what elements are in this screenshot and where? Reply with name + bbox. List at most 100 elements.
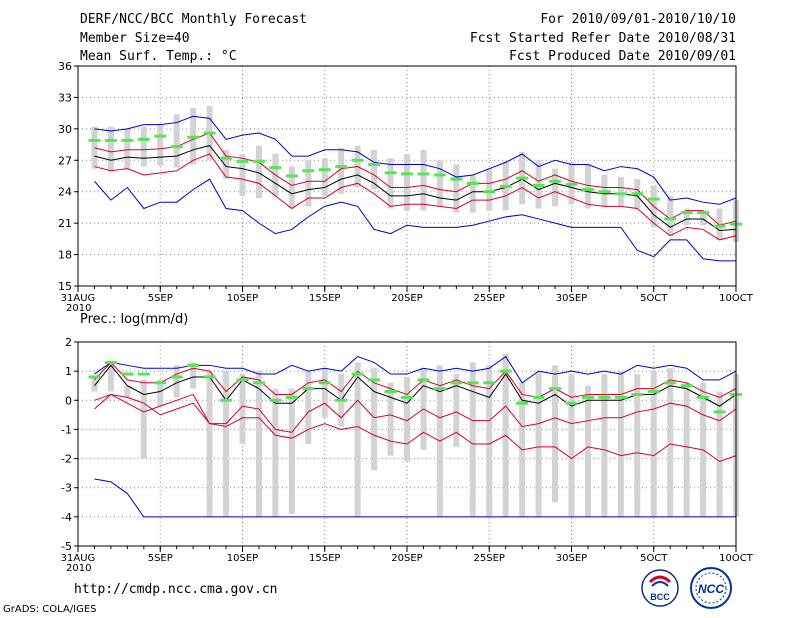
temp-box xyxy=(617,177,624,207)
temp-box xyxy=(305,160,312,207)
temp-box xyxy=(436,160,443,207)
temp-xtick-label: 31AUG xyxy=(61,293,96,304)
temp-ytick-label: 27 xyxy=(58,154,72,167)
prec-box xyxy=(634,374,641,517)
forecast-started-date: Fcst Started Refer Date 2010/08/31 xyxy=(469,31,736,46)
prec-ytick-label: -1 xyxy=(61,423,72,436)
prec-box xyxy=(206,371,213,517)
prec-xtick-label: 10OCT xyxy=(719,553,754,564)
prec-min-line xyxy=(94,478,736,518)
prec-box xyxy=(91,376,98,392)
temp-box xyxy=(387,158,394,209)
prec-xtick-year: 2010 xyxy=(66,563,91,574)
prec-box xyxy=(552,365,559,503)
temp-box xyxy=(667,195,674,236)
temp-box xyxy=(552,168,559,207)
prec-box xyxy=(371,368,378,471)
prec-ylabel: Prec.: log(mm/d) xyxy=(80,312,188,327)
prec-xtick-label: 5OCT xyxy=(640,553,668,564)
prec-xtick-label: 30SEP xyxy=(556,553,587,564)
prec-xtick-label: 25SEP xyxy=(474,553,505,564)
chart-title: DERF/NCC/BCC Monthly Forecast xyxy=(80,12,307,27)
temp-box xyxy=(420,149,427,211)
temp-box xyxy=(486,168,493,211)
prec-box xyxy=(568,374,575,517)
prec-xtick-label: 10SEP xyxy=(227,553,258,564)
prec-median-line xyxy=(94,364,737,407)
temp-upper-line xyxy=(94,132,737,226)
prec-box xyxy=(157,379,164,407)
forecast-period: For 2010/09/01-2010/10/10 xyxy=(540,12,736,27)
prec-box xyxy=(404,376,410,462)
prec-box xyxy=(650,371,657,517)
prec-box xyxy=(716,391,723,517)
prec-ytick-label: 0 xyxy=(65,394,72,407)
prec-box xyxy=(190,362,197,389)
temp-xtick-label: 20SEP xyxy=(391,293,422,304)
temp-box xyxy=(469,174,476,213)
prec-box xyxy=(140,379,147,459)
grads-credit: GrADS: COLA/IGES xyxy=(3,604,97,615)
temp-box xyxy=(321,158,328,196)
temp-ytick-label: 36 xyxy=(58,60,72,73)
temp-box xyxy=(716,208,723,240)
prec-max-line xyxy=(94,355,737,384)
temp-ytick-label: 21 xyxy=(58,217,72,230)
temp-ytick-label: 18 xyxy=(58,249,72,262)
temp-ytick-label: 15 xyxy=(58,280,72,293)
prec-lower-line xyxy=(94,393,737,433)
prec-box xyxy=(173,365,180,398)
prec-xtick-label: 5SEP xyxy=(148,553,173,564)
prec-low-line xyxy=(94,393,737,463)
temp-box xyxy=(124,128,131,169)
prec-box xyxy=(601,374,608,517)
prec-upper-line xyxy=(94,361,737,398)
prec-box xyxy=(255,371,262,517)
temp-box xyxy=(338,147,345,194)
prec-box xyxy=(469,362,476,517)
prec-ytick-label: -2 xyxy=(61,453,72,466)
temp-ytick-label: 24 xyxy=(58,186,72,199)
prec-box xyxy=(387,382,394,456)
temp-ytick-label: 30 xyxy=(58,123,72,136)
temp-box xyxy=(157,124,164,166)
prec-box xyxy=(667,368,674,517)
prec-box xyxy=(321,368,328,418)
temp-box xyxy=(700,210,707,226)
prec-ytick-label: -5 xyxy=(61,540,72,553)
temp-box xyxy=(239,154,246,196)
prec-ytick-label: 1 xyxy=(65,365,72,378)
temp-max-line xyxy=(94,115,737,205)
temp-xtick-label: 5OCT xyxy=(640,293,668,304)
temp-box xyxy=(288,166,295,209)
prec-box xyxy=(107,362,114,392)
prec-box xyxy=(305,371,312,444)
prec-box xyxy=(354,362,361,517)
variable-label: Mean Surf. Temp.: °C xyxy=(80,49,237,64)
source-url[interactable]: http://cmdp.ncc.cma.gov.cn xyxy=(74,582,278,597)
temp-min-line xyxy=(94,178,736,262)
prec-ytick-label: -4 xyxy=(61,511,72,524)
temp-box xyxy=(453,164,460,213)
temp-xtick-label: 10SEP xyxy=(227,293,258,304)
temp-box xyxy=(683,208,690,226)
prec-box xyxy=(683,382,690,517)
temp-box xyxy=(223,149,230,180)
prec-xtick-label: 20SEP xyxy=(391,553,422,564)
prec-box xyxy=(288,388,295,514)
temp-box xyxy=(584,164,591,209)
temp-xtick-label: 25SEP xyxy=(474,293,505,304)
prec-ytick-label: 2 xyxy=(65,336,72,349)
prec-box xyxy=(584,385,591,517)
temp-box xyxy=(255,145,262,198)
prec-box xyxy=(124,385,131,398)
temp-xtick-label: 30SEP xyxy=(556,293,587,304)
temp-xtick-label: 15SEP xyxy=(309,293,340,304)
temp-lower-line xyxy=(94,153,737,241)
ncc-logo-text: NCC xyxy=(698,582,724,596)
temp-box xyxy=(404,154,410,211)
temp-box xyxy=(173,114,180,168)
